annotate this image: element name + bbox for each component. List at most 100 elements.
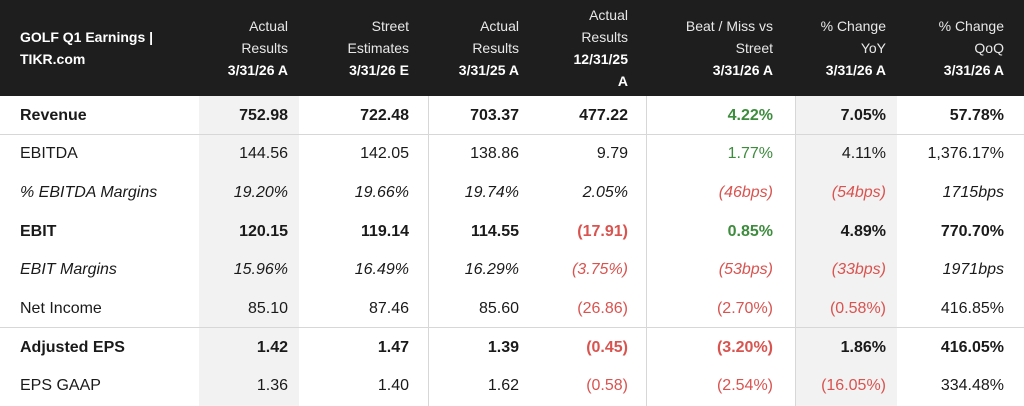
cell-ebitda-actual-q4-25: 9.79	[596, 145, 628, 162]
col-header-change-qoq: % Change QoQ 3/31/26 A	[900, 0, 1004, 96]
row-label-ebit-margins: EBIT Margins	[20, 261, 117, 278]
col-header-date: 3/31/26 A	[943, 62, 1004, 78]
row-label-eps-gaap: EPS GAAP	[20, 377, 101, 394]
table-row-eps-gaap: EPS GAAP 1.36 1.40 1.62 (0.58) (2.54%) (16.05%…	[0, 367, 1024, 405]
col-header-actual-q1-25: Actual Results 3/31/25 A	[420, 0, 519, 96]
cell-revenue-actual-q1-25: 703.37	[470, 107, 519, 124]
title-line-2: TIKR.com	[20, 51, 86, 67]
col-header-actual-q4-25: Actual Results 12/31/25 A	[530, 0, 629, 96]
col-header-line: % Change	[938, 18, 1004, 34]
table-header: GOLF Q1 Earnings | TIKR.com Actual Resul…	[0, 0, 1024, 96]
table-row-adjusted-eps: Adjusted EPS 1.42 1.47 1.39 (0.45) (3.20%) 1.8…	[0, 329, 1024, 367]
cell-ebit-margins-street-estimate: 16.49%	[354, 261, 409, 278]
cell-ebitda-beat-miss: 1.77%	[727, 145, 773, 162]
col-header-line: % Change	[820, 18, 886, 34]
cell-revenue-actual-q1-26: 752.98	[239, 107, 288, 124]
cell-net-income-actual-q1-26: 85.10	[247, 300, 288, 317]
cell-eps-gaap-change-qoq: 334.48%	[940, 377, 1004, 394]
row-label-ebitda: EBITDA	[20, 145, 78, 162]
cell-ebitda-actual-q1-26: 144.56	[239, 145, 288, 162]
cell-adjusted-eps-change-yoy: 1.86%	[840, 339, 886, 356]
cell-adjusted-eps-beat-miss: (3.20%)	[716, 339, 773, 356]
table-row-ebitda-margins: % EBITDA Margins 19.20% 19.66% 19.74% 2.05% (…	[0, 174, 1024, 212]
col-header-change-yoy: % Change YoY 3/31/26 A	[790, 0, 886, 96]
cell-ebitda-margins-change-qoq: 1715bps	[942, 184, 1004, 201]
cell-ebitda-margins-beat-miss: (46bps)	[718, 184, 773, 201]
cell-revenue-street-estimate: 722.48	[360, 107, 409, 124]
cell-adjusted-eps-street-estimate: 1.47	[377, 339, 409, 356]
cell-revenue-change-yoy: 7.05%	[840, 107, 886, 124]
cell-revenue-change-qoq: 57.78%	[949, 107, 1004, 124]
col-header-date: 3/31/26 A	[825, 62, 886, 78]
cell-ebitda-margins-street-estimate: 19.66%	[354, 184, 409, 201]
group-divider	[0, 134, 1024, 135]
col-header-line: Street	[371, 18, 409, 34]
cell-eps-gaap-actual-q1-26: 1.36	[256, 377, 288, 394]
column-divider	[646, 96, 647, 406]
col-header-actual-q1-26: Actual Results 3/31/26 A	[190, 0, 288, 96]
group-divider	[0, 327, 1024, 328]
cell-eps-gaap-actual-q4-25: (0.58)	[586, 377, 628, 394]
col-header-line: YoY	[860, 40, 886, 56]
table-title: GOLF Q1 Earnings | TIKR.com	[20, 0, 153, 96]
cell-ebitda-margins-actual-q1-25: 19.74%	[464, 184, 519, 201]
cell-net-income-actual-q1-25: 85.60	[478, 300, 519, 317]
cell-ebitda-margins-actual-q4-25: 2.05%	[582, 184, 628, 201]
row-label-ebitda-margins: % EBITDA Margins	[20, 184, 158, 201]
cell-ebit-margins-actual-q1-25: 16.29%	[464, 261, 519, 278]
title-line-1: GOLF Q1 Earnings |	[20, 29, 154, 45]
cell-ebit-change-qoq: 770.70%	[940, 223, 1004, 240]
cell-ebitda-actual-q1-25: 138.86	[470, 145, 519, 162]
table-row-ebitda: EBITDA 144.56 142.05 138.86 9.79 1.77% 4.11% 1,…	[0, 135, 1024, 173]
col-header-line: QoQ	[974, 40, 1004, 56]
table-row-revenue: Revenue 752.98 722.48 703.37 477.22 4.22% 7.05…	[0, 97, 1024, 135]
cell-ebitda-change-qoq: 1,376.17%	[927, 145, 1004, 162]
col-header-street-estimates: Street Estimates 3/31/26 E	[300, 0, 409, 96]
cell-ebitda-street-estimate: 142.05	[360, 145, 409, 162]
shade-yoy-column	[795, 96, 897, 406]
cell-ebit-actual-q1-26: 120.15	[239, 223, 288, 240]
shade-actual-column	[199, 96, 299, 406]
cell-ebit-actual-q1-25: 114.55	[470, 223, 519, 240]
cell-ebitda-margins-actual-q1-26: 19.20%	[233, 184, 288, 201]
cell-revenue-beat-miss: 4.22%	[727, 107, 773, 124]
col-header-date: 12/31/25	[573, 51, 629, 67]
cell-net-income-change-qoq: 416.85%	[940, 300, 1004, 317]
col-header-line: Street	[735, 40, 773, 56]
row-label-revenue: Revenue	[20, 107, 87, 124]
cell-net-income-actual-q4-25: (26.86)	[577, 300, 628, 317]
col-header-suffix: A	[617, 73, 628, 89]
cell-net-income-beat-miss: (2.70%)	[716, 300, 773, 317]
col-header-line: Actual	[589, 7, 628, 23]
cell-ebitda-change-yoy: 4.11%	[841, 145, 886, 162]
cell-ebit-margins-change-qoq: 1971bps	[942, 261, 1004, 278]
cell-adjusted-eps-actual-q1-25: 1.39	[487, 339, 519, 356]
cell-ebit-beat-miss: 0.85%	[727, 223, 773, 240]
cell-eps-gaap-street-estimate: 1.40	[377, 377, 409, 394]
table-row-ebit-margins: EBIT Margins 15.96% 16.49% 16.29% (3.75%) (53…	[0, 251, 1024, 289]
cell-ebit-actual-q4-25: (17.91)	[577, 223, 628, 240]
table-row-net-income: Net Income 85.10 87.46 85.60 (26.86) (2.70%) (…	[0, 290, 1024, 328]
cell-net-income-street-estimate: 87.46	[368, 300, 409, 317]
col-header-line: Actual	[480, 18, 519, 34]
col-header-line: Results	[241, 40, 288, 56]
cell-ebit-margins-actual-q1-26: 15.96%	[233, 261, 288, 278]
col-header-date: 3/31/26 A	[712, 62, 773, 78]
table-row-ebit: EBIT 120.15 119.14 114.55 (17.91) 0.85% 4.89% 7…	[0, 213, 1024, 251]
cell-revenue-actual-q4-25: 477.22	[579, 107, 628, 124]
col-header-line: Actual	[249, 18, 288, 34]
col-header-date: 3/31/25 A	[458, 62, 519, 78]
cell-adjusted-eps-change-qoq: 416.05%	[940, 339, 1004, 356]
cell-eps-gaap-actual-q1-25: 1.62	[487, 377, 519, 394]
cell-ebit-change-yoy: 4.89%	[840, 223, 886, 240]
cell-ebit-margins-beat-miss: (53bps)	[718, 261, 773, 278]
row-label-ebit: EBIT	[20, 223, 57, 240]
column-divider	[795, 96, 796, 406]
col-header-date: 3/31/26 A	[227, 62, 288, 78]
cell-ebit-margins-change-yoy: (33bps)	[831, 261, 886, 278]
cell-adjusted-eps-actual-q4-25: (0.45)	[586, 339, 628, 356]
cell-ebit-margins-actual-q4-25: (3.75%)	[571, 261, 628, 278]
cell-eps-gaap-change-yoy: (16.05%)	[821, 377, 886, 394]
cell-ebit-street-estimate: 119.14	[360, 223, 409, 240]
